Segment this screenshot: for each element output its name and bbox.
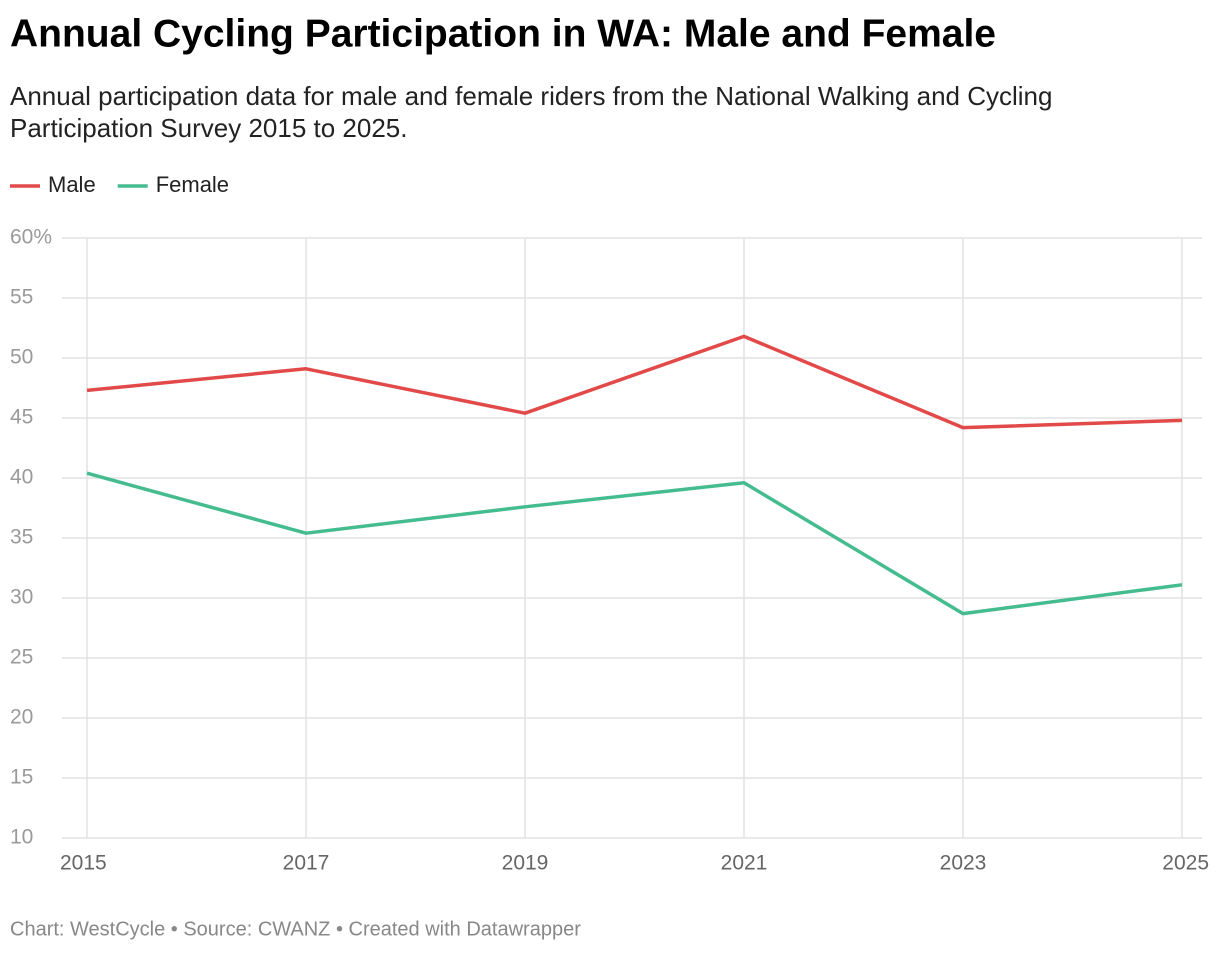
y-tick-label: 60% [10, 226, 52, 249]
x-tick-label: 2021 [721, 852, 768, 875]
x-tick-label: 2017 [283, 852, 330, 875]
x-tick-label: 2023 [940, 852, 987, 875]
x-tick-label: 2019 [502, 852, 549, 875]
legend-label: Female [156, 172, 229, 197]
y-tick-label: 35 [10, 526, 33, 549]
y-tick-label: 20 [10, 706, 33, 729]
footer: Chart: WestCycle • Source: CWANZ • Creat… [10, 918, 581, 940]
legend-label: Male [48, 172, 96, 197]
subtitle: Annual participation data for male and f… [10, 81, 1052, 111]
y-tick-label: 30 [10, 586, 33, 609]
data-line [86, 334, 1183, 430]
x-tick-label: 2025 [1162, 852, 1209, 875]
y-tick-label: 40 [10, 466, 33, 489]
y-tick-label: 25 [10, 646, 33, 669]
data-line [86, 471, 1183, 616]
y-tick-label: 45 [10, 406, 33, 429]
chart-title: Annual Cycling Participation in WA: Male… [10, 12, 996, 55]
y-tick-label: 10 [10, 826, 33, 849]
subtitle: Participation Survey 2015 to 2025. [10, 113, 407, 143]
y-tick-label: 15 [10, 766, 33, 789]
y-tick-label: 55 [10, 286, 33, 309]
y-tick-label: 50 [10, 346, 33, 369]
x-tick-label: 2015 [60, 852, 107, 875]
